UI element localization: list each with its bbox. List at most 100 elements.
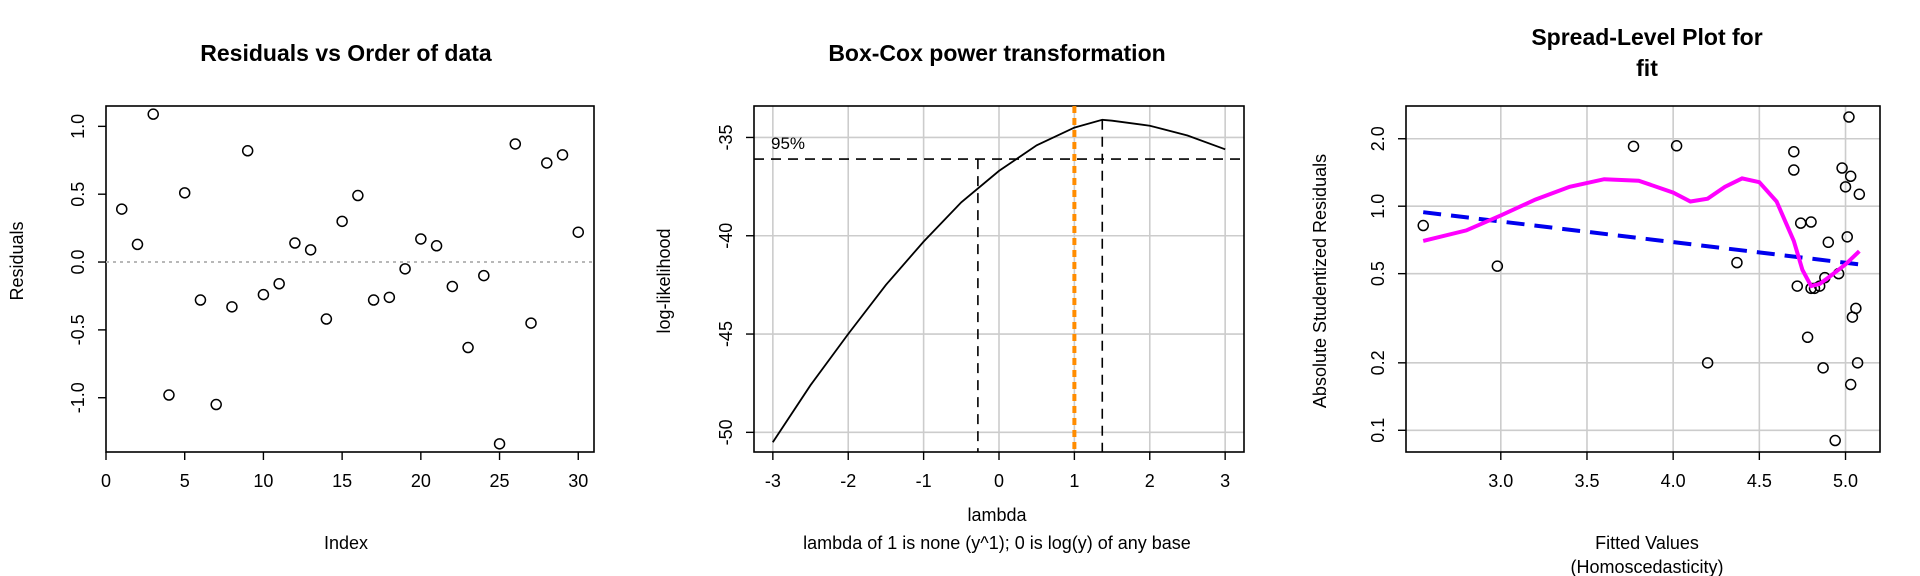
x-tick-label: 10 [253,471,273,491]
residual-point [1791,280,1804,292]
residual-point [1841,231,1854,243]
residual-point [1731,256,1743,269]
x-tick-label: 3.5 [1574,471,1599,491]
x-tick-label: 3.0 [1488,471,1513,491]
y-tick-label: -50 [716,419,736,445]
residual-point [462,341,474,354]
x-tick-label: -2 [840,471,856,491]
y-tick-label: 1.0 [1368,194,1388,219]
residual-point [1839,181,1852,193]
residual-point [525,317,537,329]
x-tick-label: 20 [411,471,431,491]
plot-frame [1405,105,1881,453]
loglik-curve [772,118,1226,443]
panel3-x-ticks: 3.0 3.5 4.0 4.5 5.0 [1488,452,1858,491]
spread-level-panel: Spread-Level Plot for fit 3.0 3.5 4.0 4.5 5.… [1310,24,1881,576]
residual-point [446,280,459,293]
residual-point [572,226,585,238]
residual-point [1829,434,1841,447]
residual-point [509,138,522,150]
smooth-curve [1422,176,1861,289]
residual-point [1853,188,1866,201]
panel1-y-ticks: -1.0 -0.5 0.0 0.5 1.0 [68,114,106,413]
panel2-y-label: log-likelihood [654,228,674,333]
residual-point [1805,216,1817,228]
panel3-y-label: Absolute Studentized Residuals [1310,154,1330,408]
x-tick-label: 25 [490,471,510,491]
residual-point [383,291,396,304]
fit-line [1422,210,1860,267]
residual-point [131,238,144,251]
residual-point [289,237,301,249]
y-tick-label: -40 [716,223,736,249]
residual-point [1670,140,1683,152]
y-tick-label: -45 [716,321,736,347]
panel2-subtitle: lambda of 1 is none (y^1); 0 is log(y) o… [803,533,1191,553]
x-tick-label: 1 [1069,471,1079,491]
residual-point [1701,357,1714,369]
residual-point [493,438,506,450]
residual-point [226,301,238,313]
residual-point [1417,219,1429,232]
x-tick-label: 5 [180,471,190,491]
panel1-x-ticks: 0 5 10 15 20 25 30 [101,452,588,491]
x-tick-label: 5.0 [1833,471,1858,491]
residual-point [1794,217,1807,229]
x-tick-label: 0 [994,471,1004,491]
plot-frame [105,105,595,453]
ci-level-label: 95% [771,134,805,153]
residual-point [1843,111,1855,123]
residual-point [1627,140,1640,153]
y-tick-label: -1.0 [68,382,88,413]
residual-point [1817,362,1829,374]
panel1-title: Residuals vs Order of data [200,40,492,66]
y-tick-label: 2.0 [1368,126,1388,151]
residual-point [194,294,207,306]
y-tick-label: 0.5 [68,182,88,207]
residual-point [478,269,490,282]
residual-point [241,145,254,157]
residual-point [336,215,348,228]
residual-point [1850,302,1862,315]
residual-point [210,398,222,411]
panel1-y-label: Residuals [7,221,27,300]
residual-point [320,313,333,325]
y-tick-label: 0.0 [68,250,88,275]
residual-point [541,157,553,169]
residual-point [1844,170,1857,183]
y-tick-label: 0.2 [1368,350,1388,375]
residual-point [163,389,175,401]
x-tick-label: 3 [1220,471,1230,491]
y-tick-label: 0.5 [1368,261,1388,286]
x-tick-label: 15 [332,471,352,491]
panel2-x-ticks: -3 -2 -1 0 1 2 3 [765,452,1230,491]
residual-point [1788,164,1800,176]
residual-point [1844,378,1857,391]
y-tick-label: 0.1 [1368,418,1388,443]
residual-point [1788,145,1800,158]
residual-point [1801,331,1814,344]
panel2-title: Box-Cox power transformation [828,40,1165,66]
x-tick-label: 4.5 [1747,471,1772,491]
boxcox-panel: Box-Cox power transformation -3 -2 -1 0 1 2 3 … [654,40,1245,553]
panel3-x-label-line2: (Homoscedasticity) [1570,557,1723,576]
panel1-x-label: Index [324,533,368,553]
x-tick-label: 4.0 [1661,471,1686,491]
residual-point [415,233,427,245]
panel3-x-label: Fitted Values [1595,533,1699,553]
residual-point [147,108,159,120]
panel2-y-ticks: -50 -45 -40 -35 [716,124,754,445]
residual-point [1851,357,1864,369]
residual-point [178,187,191,199]
x-tick-label: 0 [101,471,111,491]
y-tick-label: -0.5 [68,314,88,345]
x-tick-label: -3 [765,471,781,491]
residual-point [115,203,128,215]
panel3-title: Spread-Level Plot for [1531,24,1762,50]
y-tick-label: 1.0 [68,114,88,139]
residual-point [304,244,317,256]
x-tick-label: 30 [568,471,588,491]
x-tick-label: -1 [916,471,932,491]
residual-point [1822,236,1835,249]
